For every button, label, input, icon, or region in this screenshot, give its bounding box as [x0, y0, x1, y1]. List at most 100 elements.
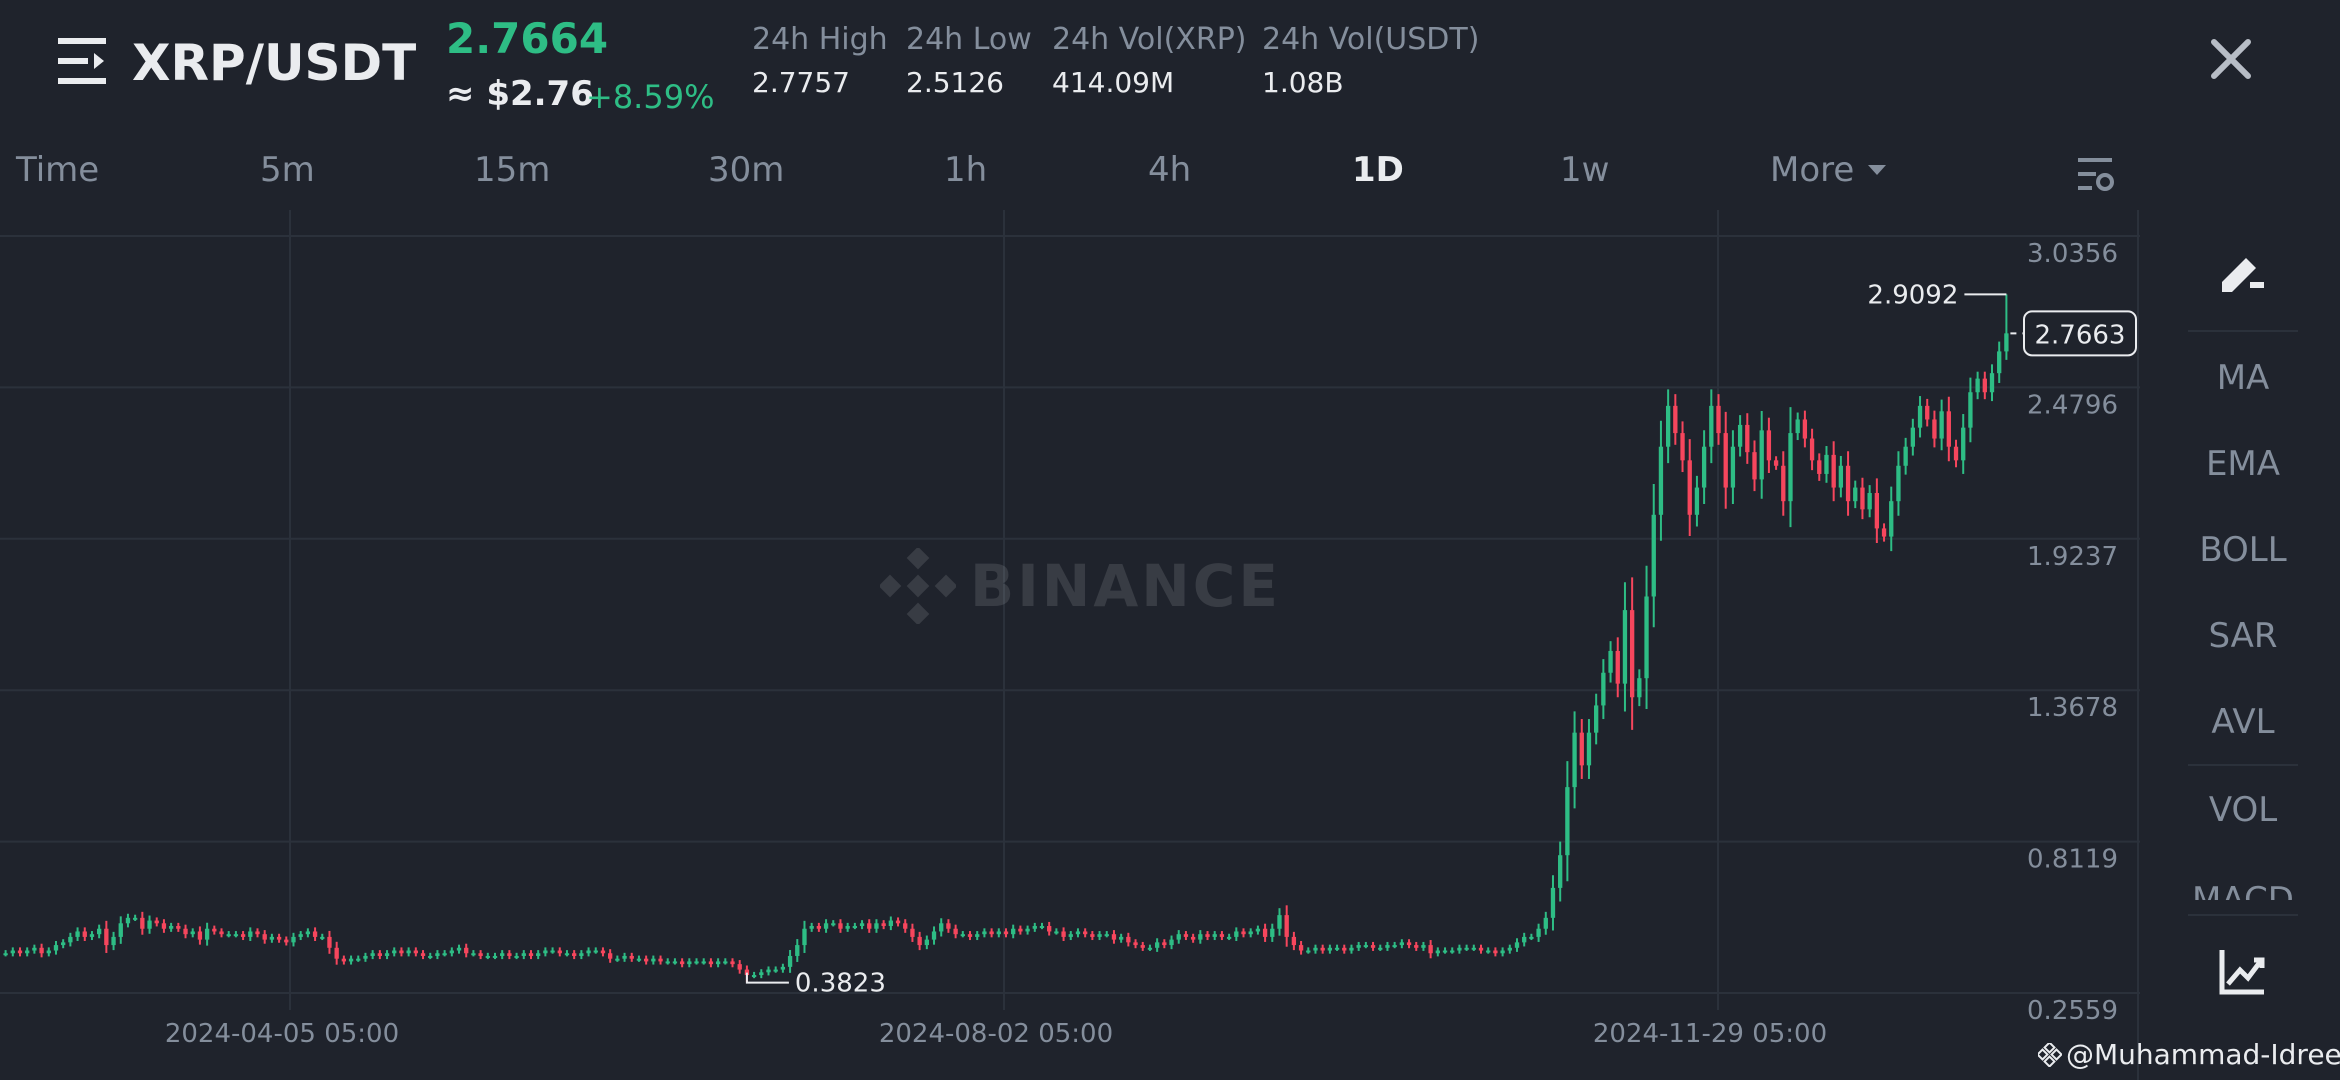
candle-body: [1939, 411, 1944, 439]
candle-body: [1349, 947, 1354, 951]
candle-body: [111, 936, 116, 946]
candle-body: [1723, 433, 1728, 488]
candle-body: [399, 950, 404, 954]
candle-body: [1507, 947, 1512, 951]
low-marker-label: 0.3823: [795, 969, 886, 999]
indicator-macd[interactable]: MACD: [2188, 880, 2298, 900]
candle-body: [687, 961, 692, 965]
candle-body: [1831, 454, 1836, 488]
candle-body: [600, 950, 606, 954]
y-axis-tick-label: 3.0356: [2027, 239, 2118, 269]
candle-body: [730, 961, 735, 965]
x-axis-tick-label: 2024-04-05 05:00: [165, 1019, 399, 1049]
timeframe-15m[interactable]: 15m: [474, 150, 551, 190]
candle-body: [1363, 945, 1369, 948]
candle-body: [125, 917, 131, 924]
candle-body: [795, 945, 800, 956]
candle-body: [1270, 928, 1275, 937]
candle-body: [226, 934, 231, 937]
candle-body: [1651, 514, 1656, 597]
candle-body: [708, 961, 714, 965]
trading-pair-title[interactable]: XRP/USDT: [132, 34, 417, 92]
menu-icon[interactable]: [58, 36, 110, 86]
candle-body: [1356, 945, 1361, 948]
candle-body: [1226, 936, 1232, 939]
tool-divider: [2188, 330, 2298, 332]
timeframe-1h[interactable]: 1h: [944, 150, 988, 190]
candle-body: [168, 926, 174, 929]
timeframe-4h[interactable]: 4h: [1148, 150, 1192, 190]
candle-body: [1313, 947, 1318, 951]
candle-body: [528, 953, 534, 956]
candle-body: [32, 947, 37, 951]
candle-body: [924, 939, 929, 946]
candle-body: [1234, 931, 1239, 937]
candle-body: [53, 945, 59, 951]
candle-body: [1579, 732, 1584, 766]
candle-body: [1378, 947, 1383, 950]
candle-body: [1500, 950, 1505, 954]
timeframe-30m[interactable]: 30m: [708, 150, 785, 190]
candle-body: [17, 950, 23, 954]
candle-body: [1486, 950, 1491, 953]
indicator-ma[interactable]: MA: [2216, 358, 2270, 398]
candle-body: [1709, 405, 1714, 447]
candle-body: [1054, 931, 1059, 934]
candle-body: [1126, 936, 1131, 943]
indicator-ema[interactable]: EMA: [2205, 444, 2281, 484]
close-icon[interactable]: [2206, 34, 2256, 84]
timeframe-time[interactable]: Time: [16, 150, 100, 190]
candle-body: [132, 917, 138, 920]
candle-body: [269, 936, 275, 940]
candle-body: [1277, 915, 1282, 929]
candle-body: [823, 923, 829, 929]
candle-body: [219, 931, 224, 935]
candle-body: [564, 953, 570, 956]
candle-body: [1989, 373, 1995, 393]
candle-body: [780, 966, 786, 970]
candle-body: [550, 950, 555, 953]
candle-body: [895, 920, 901, 924]
candle-body: [413, 950, 418, 954]
candle-body: [816, 926, 822, 929]
timeframe-5m[interactable]: 5m: [260, 150, 315, 190]
timeframe-more[interactable]: More: [1770, 150, 1888, 190]
candle-body: [1961, 427, 1966, 461]
candle-body: [1406, 942, 1412, 946]
stat-24h-low-value: 2.5126: [906, 66, 1004, 99]
chart-settings-icon[interactable]: [2076, 156, 2116, 194]
timeframe-1w[interactable]: 1w: [1560, 150, 1610, 190]
candle-body: [1018, 928, 1023, 932]
candle-body: [1896, 465, 1901, 502]
candle-body: [154, 920, 159, 924]
draw-pen-icon[interactable]: [2216, 246, 2268, 296]
candle-body: [917, 936, 922, 946]
candle-body: [255, 931, 260, 935]
candle-body: [1104, 934, 1109, 937]
indicator-vol[interactable]: VOL: [2208, 790, 2278, 830]
depth-chart-icon[interactable]: [2218, 948, 2268, 996]
candle-body: [1457, 947, 1462, 951]
timeframe-more-label: More: [1770, 150, 1855, 190]
timeframe-1d[interactable]: 1D: [1352, 150, 1404, 190]
high-marker-label: 2.9092: [1867, 280, 1958, 310]
indicator-boll[interactable]: BOLL: [2199, 530, 2287, 570]
candle-body: [312, 931, 318, 937]
candle-body: [881, 923, 886, 927]
candle-body: [1781, 465, 1786, 502]
candle-body: [514, 955, 519, 958]
candle-body: [859, 923, 865, 927]
candle-body: [370, 953, 375, 956]
candle-body: [1219, 934, 1225, 937]
candle-body: [773, 969, 778, 972]
indicator-avl[interactable]: AVL: [2211, 702, 2275, 742]
candle-body: [10, 950, 15, 954]
last-price: 2.7664: [446, 14, 609, 63]
candle-body: [543, 950, 548, 954]
candle-body: [1637, 678, 1642, 698]
candle-body: [1514, 942, 1520, 948]
candlestick-chart[interactable]: 3.0356 2.4796 1.9237 1.3678 0.8119 0.2559 2024…: [0, 210, 2140, 1080]
indicator-sar[interactable]: SAR: [2208, 616, 2278, 656]
candle-body: [1759, 430, 1764, 480]
y-axis-tick-label: 1.9237: [2027, 542, 2118, 572]
